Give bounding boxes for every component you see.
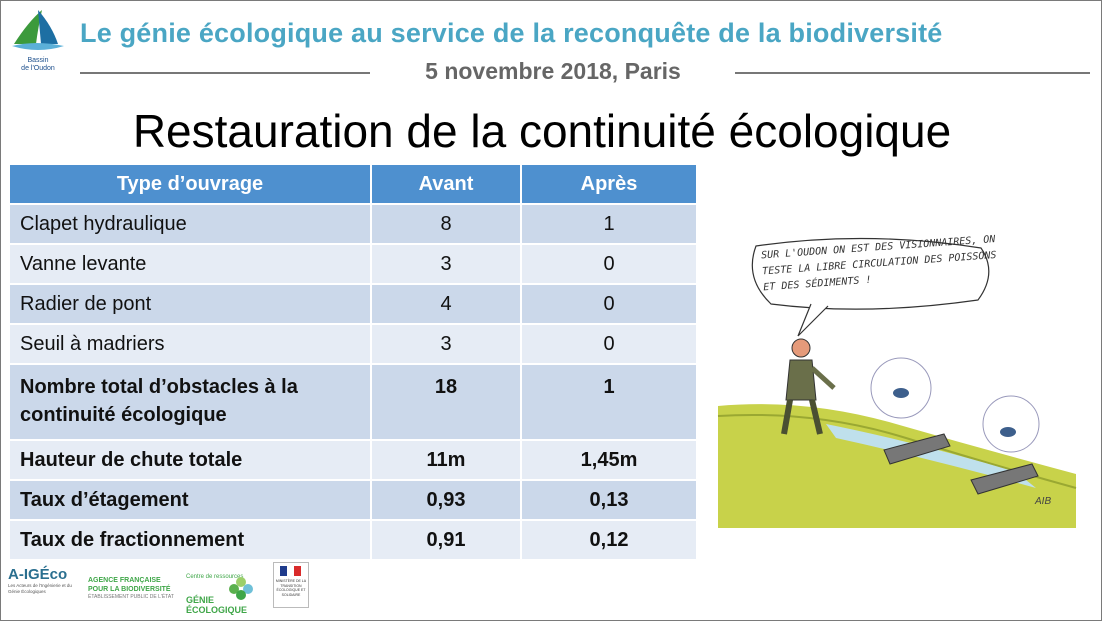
header-date: 5 novembre 2018, Paris [425, 58, 681, 84]
row-avant: 0,91 [372, 521, 522, 561]
row-apres: 1 [522, 365, 698, 441]
row-label: Nombre total d’obstacles à la continuité… [10, 365, 372, 441]
row-apres: 0 [522, 285, 698, 325]
table-row: Taux d’étagement 0,93 0,13 [10, 481, 698, 521]
row-label: Taux d’étagement [10, 481, 372, 521]
table-row: Vanne levante 3 0 [10, 245, 698, 285]
header-title: Le génie écologique au service de la rec… [80, 18, 943, 48]
ministry-logo: MINISTÈRE DE LA TRANSITION ÉCOLOGIQUE ET… [273, 562, 309, 608]
row-label: Hauteur de chute totale [10, 441, 372, 481]
crge-logo: Centre de ressources GÉNIE ÉCOLOGIQUE [186, 574, 266, 615]
slide-title: Restauration de la continuité écologique [132, 105, 952, 157]
row-avant: 11m [372, 441, 522, 481]
table-row: Seuil à madriers 3 0 [10, 325, 698, 365]
svg-text:de l'Oudon: de l'Oudon [21, 65, 55, 72]
flower-icon [229, 577, 253, 600]
cartoon-signature: AIB [1035, 496, 1052, 507]
table-row: Nombre total d’obstacles à la continuité… [10, 365, 698, 441]
svg-text:Bassin: Bassin [27, 57, 48, 64]
cartoon-illustration [717, 237, 1077, 528]
aigeco-subtitle: Les Acteurs de l'Ingénierie et du Génie … [8, 583, 72, 594]
row-avant: 3 [372, 245, 522, 285]
bassin-oudon-logo: Bassin de l'Oudon [12, 10, 64, 72]
afb-line1: AGENCE FRANÇAISE [88, 577, 161, 584]
row-apres: 0,13 [522, 481, 698, 521]
row-label: Radier de pont [10, 285, 372, 325]
row-label: Clapet hydraulique [10, 205, 372, 245]
row-apres: 0 [522, 325, 698, 365]
row-avant: 4 [372, 285, 522, 325]
row-avant: 3 [372, 325, 522, 365]
table-row: Hauteur de chute totale 11m 1,45m [10, 441, 698, 481]
header-avant: Avant [372, 165, 522, 205]
header-apres: Après [522, 165, 698, 205]
header-type: Type d’ouvrage [10, 165, 372, 205]
header-rule-left [80, 72, 370, 74]
row-apres: 0 [522, 245, 698, 285]
header-rule-right [735, 72, 1090, 74]
french-flag-icon [280, 566, 301, 576]
row-apres: 0,12 [522, 521, 698, 561]
aigeco-logo: A-IGÉco Les Acteurs de l'Ingénierie et d… [8, 566, 76, 595]
row-apres: 1,45m [522, 441, 698, 481]
row-avant: 8 [372, 205, 522, 245]
table-header-row: Type d’ouvrage Avant Après [10, 165, 698, 205]
obstacles-table: Type d’ouvrage Avant Après Clapet hydrau… [10, 165, 698, 561]
crge-line1: Centre de ressources [186, 574, 244, 580]
row-label: Seuil à madriers [10, 325, 372, 365]
aigeco-mark: A-IGÉco [8, 566, 68, 583]
afb-line2: POUR LA BIODIVERSITÉ [88, 586, 171, 593]
crge-line2: GÉNIE ÉCOLOGIQUE [186, 595, 248, 615]
table-row: Radier de pont 4 0 [10, 285, 698, 325]
table-row: Taux de fractionnement 0,91 0,12 [10, 521, 698, 561]
afb-line3: ÉTABLISSEMENT PUBLIC DE L'ÉTAT [88, 594, 174, 600]
table-row: Clapet hydraulique 8 1 [10, 205, 698, 245]
afb-logo: AGENCE FRANÇAISE POUR LA BIODIVERSITÉ ÉT… [88, 576, 184, 600]
row-avant: 18 [372, 365, 522, 441]
ministry-text: MINISTÈRE DE LA TRANSITION ÉCOLOGIQUE ET… [275, 579, 307, 597]
row-avant: 0,93 [372, 481, 522, 521]
row-apres: 1 [522, 205, 698, 245]
row-label: Vanne levante [10, 245, 372, 285]
row-label: Taux de fractionnement [10, 521, 372, 561]
